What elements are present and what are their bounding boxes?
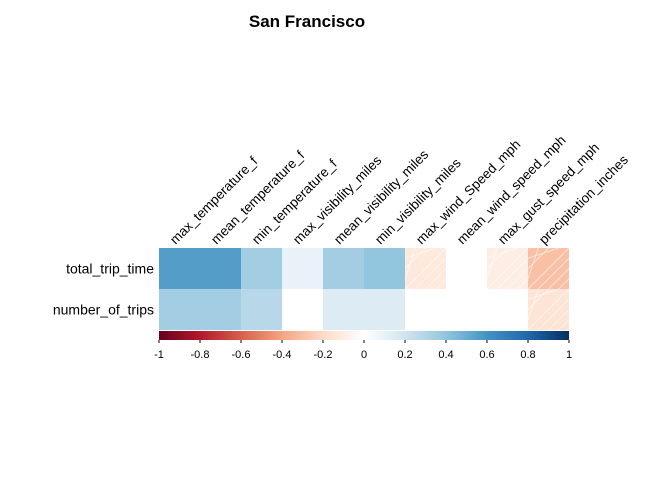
colorbar-tick-label: -0.8 xyxy=(191,349,210,361)
negative-hatch xyxy=(486,247,529,290)
colorbar-tick-label: 1 xyxy=(566,349,572,361)
colorbar-tick-label: -0.6 xyxy=(232,349,251,361)
heatmap-cell xyxy=(241,248,282,289)
colorbar-tick-label: 0.8 xyxy=(520,349,535,361)
heatmap-cell xyxy=(364,289,405,330)
heatmap-cell xyxy=(323,248,364,289)
colorbar-tick-label: 0.4 xyxy=(438,349,453,361)
heatmap-cell xyxy=(446,248,487,289)
negative-hatch xyxy=(404,247,447,290)
column-labels: max_temperature_fmean_temperature_fmin_t… xyxy=(167,132,631,247)
colorbar-tick-label: 0.6 xyxy=(479,349,494,361)
row-label: number_of_trips xyxy=(53,302,154,318)
heatmap-cells xyxy=(159,247,570,331)
heatmap-cell xyxy=(159,248,200,289)
heatmap-cell xyxy=(323,289,364,330)
heatmap-cell xyxy=(200,248,241,289)
chart-title: San Francisco xyxy=(249,12,365,31)
row-label: total_trip_time xyxy=(66,261,154,277)
heatmap-cell xyxy=(405,289,446,330)
heatmap-cell xyxy=(282,248,323,289)
row-labels: total_trip_time number_of_trips xyxy=(53,261,154,318)
heatmap-cell xyxy=(282,289,323,330)
colorbar-tick-label: -0.4 xyxy=(273,349,292,361)
colorbar-tick-label: 0.2 xyxy=(397,349,412,361)
heatmap-cell xyxy=(200,289,241,330)
colorbar-tick-label: -1 xyxy=(154,349,164,361)
colorbar-tick-label: 0 xyxy=(361,349,367,361)
negative-hatch xyxy=(527,247,570,290)
colorbar-tick-label: -0.2 xyxy=(314,349,333,361)
heatmap-cell xyxy=(159,289,200,330)
heatmap-cell xyxy=(364,248,405,289)
heatmap-cell xyxy=(446,289,487,330)
heatmap-cell xyxy=(487,289,528,330)
colorbar: -1 -0.8 -0.6 -0.4 -0.2 0 0.2 0.4 0.6 0.8 1 xyxy=(154,331,572,361)
negative-hatch xyxy=(527,288,570,331)
colorbar-gradient xyxy=(159,331,569,340)
heatmap-cell xyxy=(241,289,282,330)
